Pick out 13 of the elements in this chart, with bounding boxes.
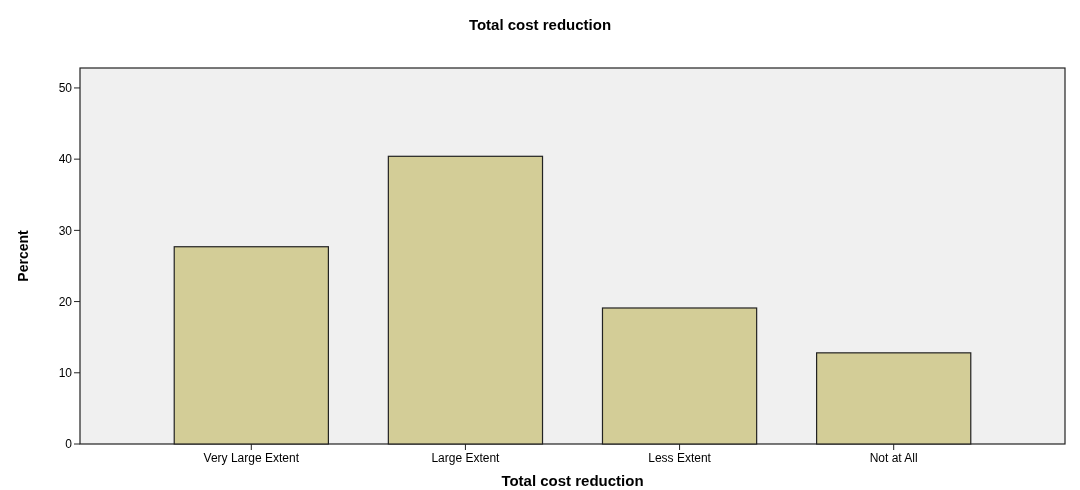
x-tick-label: Very Large Extent: [203, 451, 300, 465]
y-tick-label: 20: [58, 294, 73, 309]
chart-title: Total cost reduction: [468, 16, 612, 33]
x-tick-label: Less Extent: [648, 451, 712, 465]
x-tick-label: Large Extent: [431, 451, 501, 465]
y-tick-label: 10: [58, 365, 73, 380]
x-tick-label: Not at All: [869, 451, 918, 465]
y-axis-title: Percent: [15, 229, 31, 282]
y-tick-label: 0: [65, 437, 73, 452]
y-tick-label: 40: [58, 152, 73, 167]
y-tick-label: 30: [58, 223, 73, 238]
x-axis-title: Total cost reduction: [501, 472, 644, 489]
y-tick-label: 50: [58, 81, 73, 96]
